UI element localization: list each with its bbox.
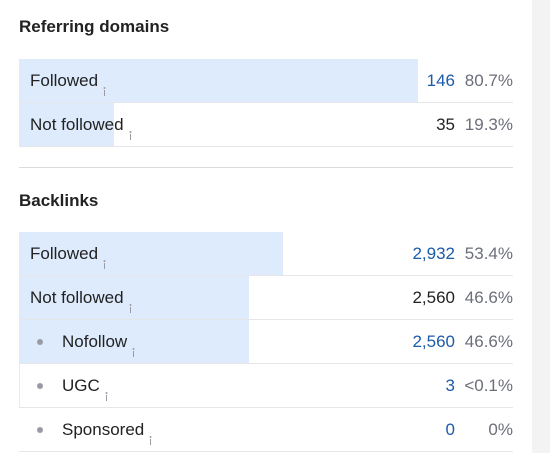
count: 2,560 [412,276,455,319]
info[interactable] [128,113,133,156]
info-icon [128,304,133,313]
row: Followed 146 80.7% [19,59,513,103]
info-icon [102,87,107,96]
label-text: Not followed [30,115,124,134]
share: 46.6% [465,276,513,319]
row-label: Not followed [30,103,133,156]
count[interactable]: 2,932 [412,232,455,275]
share: 0% [488,408,513,451]
bullet [37,383,43,389]
bullet [37,427,43,433]
share: 19.3% [465,103,513,146]
share: <0.1% [464,364,513,407]
row: UGC 3<0.1% [19,364,513,408]
row-label: Sponsored [62,408,153,461]
label-text: Followed [30,244,98,263]
divider [19,167,513,168]
label-text: Followed [30,71,98,90]
info[interactable] [148,418,153,461]
label-text: Nofollow [62,332,127,351]
info-icon [102,260,107,269]
share: 80.7% [465,59,513,102]
count[interactable]: 2,560 [412,320,455,363]
count: 35 [436,103,455,146]
row: Sponsored 0 0% [19,408,513,452]
count[interactable]: 3 [446,364,455,407]
label-text: UGC [62,376,100,395]
info-icon [131,348,136,357]
scrollbar [532,0,550,453]
share: 46.6% [465,320,513,363]
count[interactable]: 146 [427,59,455,102]
label-text: Sponsored [62,420,144,439]
info-icon [104,392,109,401]
section-title: Backlinks [19,186,513,216]
section-title: Referring domains [19,12,513,42]
info-icon [128,131,133,140]
bullet [37,339,43,345]
share: 53.4% [465,232,513,275]
label-text: Not followed [30,288,124,307]
info-icon [148,436,153,445]
count[interactable]: 0 [446,408,455,451]
